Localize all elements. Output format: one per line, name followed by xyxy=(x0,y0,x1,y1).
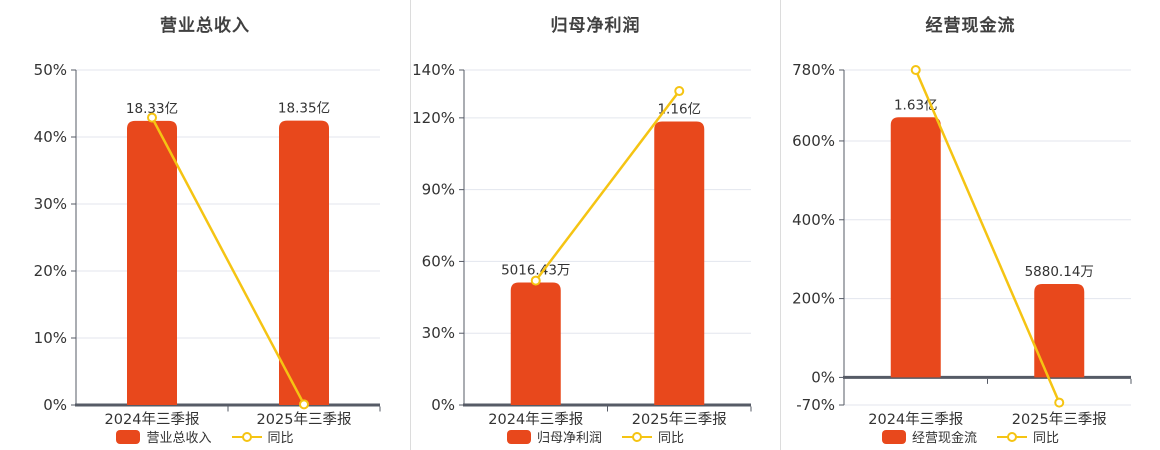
bar xyxy=(890,117,941,378)
yoy-marker xyxy=(674,86,685,97)
line-swatch-icon xyxy=(622,431,652,442)
chart-canvas-net-profit: 140%120%90%60%30%0%5016.43万1.16亿2024年三季报… xyxy=(412,61,752,428)
legend-bar-label: 经营现金流 xyxy=(911,431,977,446)
y-tick-label: 0% xyxy=(43,396,67,414)
y-tick-label: 200% xyxy=(792,290,835,308)
legend-item-bar: 营业总收入 xyxy=(116,427,212,446)
legend-revenue: 营业总收入 同比 xyxy=(0,427,410,446)
yoy-line xyxy=(914,69,1061,404)
bar-swatch-icon xyxy=(881,429,906,444)
bar-value-label: 18.33亿 xyxy=(126,101,178,117)
bar-value-label: 1.63亿 xyxy=(894,97,938,113)
line-swatch-icon xyxy=(231,431,262,442)
chart-canvas-revenue: 50% 40% 30% 20% 10% 0% 18.33亿 18.35亿 2024年三季报 202… xyxy=(34,61,381,428)
chart-title-net-profit: 归母净利润 xyxy=(550,16,641,36)
y-tick-label: 600% xyxy=(792,132,835,150)
y-tick-label: 140% xyxy=(412,61,455,79)
yoy-marker xyxy=(530,275,541,286)
bar xyxy=(654,121,705,406)
bar-value-label: 5016.43万 xyxy=(501,262,570,278)
x-category-label: 2025年三季报 xyxy=(632,411,727,428)
x-category-label: 2025年三季报 xyxy=(257,411,352,428)
legend-cash-flow: 经营现金流 同比 xyxy=(781,427,1160,446)
legend-item-bar: 经营现金流 xyxy=(881,427,977,446)
x-category-label: 2024年三季报 xyxy=(868,411,963,428)
legend-line-label: 同比 xyxy=(1033,431,1060,446)
y-tick-label: 40% xyxy=(34,128,67,146)
bar-value-label: 18.35亿 xyxy=(278,101,330,117)
y-tick-label: 400% xyxy=(792,211,835,229)
yoy-marker xyxy=(910,65,921,75)
bar-value-label: 5880.14万 xyxy=(1025,264,1094,280)
legend-item-line: 同比 xyxy=(231,427,294,446)
bar xyxy=(510,282,561,405)
yoy-marker xyxy=(1054,397,1065,408)
bar-swatch-icon xyxy=(116,429,141,444)
chart-canvas-cash-flow: 780% 600% 400% 200% 0% -70% 1.63亿 5880.14万 2024年… xyxy=(792,61,1132,428)
y-tick-label: 120% xyxy=(412,109,455,127)
legend-bar-label: 营业总收入 xyxy=(146,431,212,446)
y-tick-label: -70% xyxy=(796,396,835,414)
y-tick-label: 30% xyxy=(422,324,455,342)
chart-panel-net-profit: 归母净利润 140% 120% 90% 60% 30% 0% 5016.43万 1.16亿 20… xyxy=(410,0,780,450)
legend-line-label: 同比 xyxy=(658,431,685,446)
y-tick-label: 90% xyxy=(422,181,455,199)
y-tick-label: 10% xyxy=(34,329,67,347)
bar xyxy=(1034,284,1085,378)
yoy-marker xyxy=(147,112,157,123)
line-swatch-icon xyxy=(997,431,1027,442)
marker-ring-icon xyxy=(241,431,252,442)
y-tick-label: 780% xyxy=(792,61,835,79)
bar-swatch-icon xyxy=(506,429,531,444)
chart-title-revenue: 营业总收入 xyxy=(160,16,250,36)
marker-ring-icon xyxy=(1007,431,1017,442)
y-tick-label: 60% xyxy=(422,252,455,270)
yoy-line xyxy=(534,90,681,282)
chart-title-cash-flow: 经营现金流 xyxy=(925,16,1016,36)
x-category-label: 2024年三季报 xyxy=(105,411,200,428)
x-category-label: 2025年三季报 xyxy=(1012,411,1107,428)
legend-line-label: 同比 xyxy=(267,431,294,446)
y-tick-label: 50% xyxy=(34,61,67,79)
marker-ring-icon xyxy=(632,431,642,442)
legend-net-profit: 归母净利润 同比 xyxy=(411,427,780,446)
legend-item-line: 同比 xyxy=(622,427,684,446)
y-tick-label: 0% xyxy=(431,396,455,414)
legend-item-line: 同比 xyxy=(997,427,1059,446)
legend-bar-label: 归母净利润 xyxy=(536,431,602,446)
x-category-label: 2024年三季报 xyxy=(488,411,583,428)
yoy-line xyxy=(150,116,306,405)
y-tick-label: 20% xyxy=(34,262,67,280)
legend-item-bar: 归母净利润 xyxy=(506,427,602,446)
chart-panel-revenue: 营业总收入 50% 40% 30% 20% 10% 0% 18.33亿 18.35亿 2024年… xyxy=(0,0,410,450)
bar xyxy=(279,120,329,406)
y-tick-label: 30% xyxy=(34,195,67,213)
bar xyxy=(127,120,177,406)
y-tick-label: 0% xyxy=(811,368,835,386)
chart-panel-cash-flow: 经营现金流 780% 600% 400% 200% 0% -70% 1.63亿 5880.14… xyxy=(780,0,1160,450)
yoy-marker xyxy=(299,399,309,410)
